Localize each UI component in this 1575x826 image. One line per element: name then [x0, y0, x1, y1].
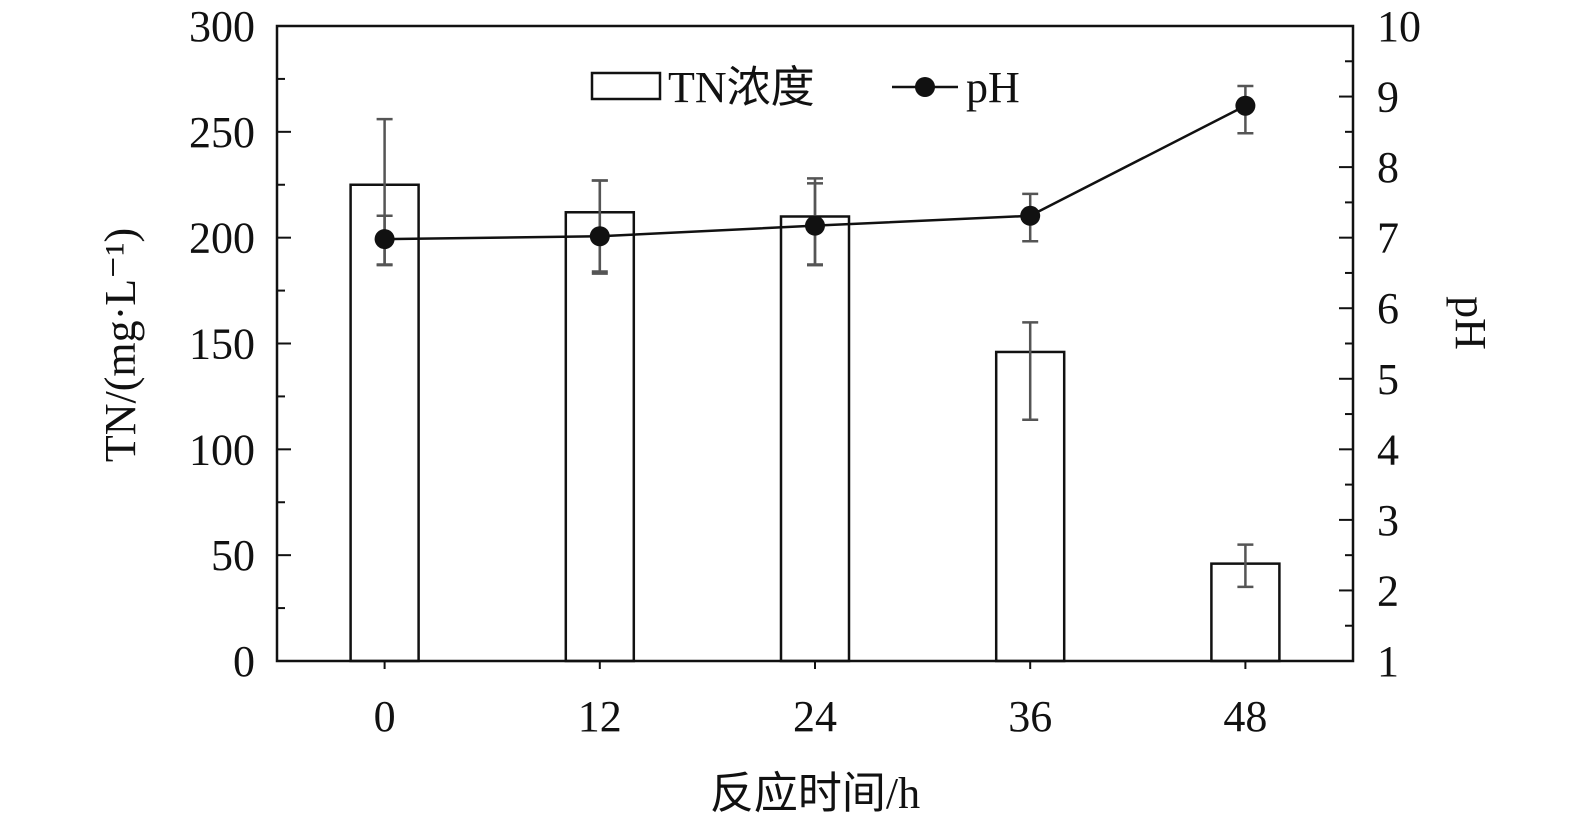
legend: TN浓度 pH	[590, 63, 1020, 112]
y2-tick-label-7: 7	[1377, 214, 1399, 263]
y2-tick-label-4: 4	[1377, 425, 1399, 474]
tn-bar-12	[564, 211, 636, 663]
y-tick-label-250: 250	[189, 108, 255, 157]
y2-tick-label-2: 2	[1377, 566, 1399, 615]
y-axis-title: TN/(mg·L⁻¹)	[96, 228, 145, 462]
y-tick-label-150: 150	[189, 320, 255, 369]
ph-point-12	[589, 226, 610, 247]
y-tick-label-50: 50	[211, 531, 255, 580]
x-tick-label-12: 12	[578, 692, 622, 741]
ph-point-24	[805, 215, 825, 236]
y-tick-label-0: 0	[233, 637, 255, 686]
ph-point-48	[1235, 95, 1256, 116]
x-tick-label-0: 0	[374, 692, 396, 741]
y-tick-label-300: 300	[189, 2, 255, 51]
x-tick-label-24: 24	[793, 692, 837, 741]
legend-ph-marker	[915, 77, 935, 97]
y2-tick-label-5: 5	[1377, 355, 1399, 404]
ph-point-0	[374, 229, 395, 250]
legend-tn-label: TN浓度	[668, 63, 815, 112]
y2-tick-label-1: 1	[1377, 637, 1399, 686]
tn-error-bar-48	[1237, 543, 1254, 589]
y-tick-label-200: 200	[189, 214, 255, 263]
y2-tick-label-6: 6	[1377, 284, 1399, 333]
y2-tick-label-10: 10	[1377, 2, 1421, 51]
tn-bar-24	[779, 215, 851, 663]
x-tick-label-48: 48	[1223, 692, 1267, 741]
x-axis-title: 反应时间/h	[710, 769, 920, 818]
y2-axis-title: pH	[1446, 296, 1495, 350]
ph-line-layer	[374, 84, 1256, 273]
legend-ph-label: pH	[966, 63, 1020, 112]
tn-error-bar-36	[1022, 321, 1039, 421]
y2-tick-label-3: 3	[1377, 496, 1399, 545]
y-tick-label-100: 100	[189, 425, 255, 474]
x-tick-label-36: 36	[1008, 692, 1052, 741]
ph-point-36	[1020, 205, 1041, 226]
ph-error-bar-12	[591, 179, 608, 273]
y2-tick-label-8: 8	[1377, 143, 1399, 192]
legend-tn-swatch	[590, 71, 662, 101]
y2-tick-label-9: 9	[1377, 73, 1399, 122]
